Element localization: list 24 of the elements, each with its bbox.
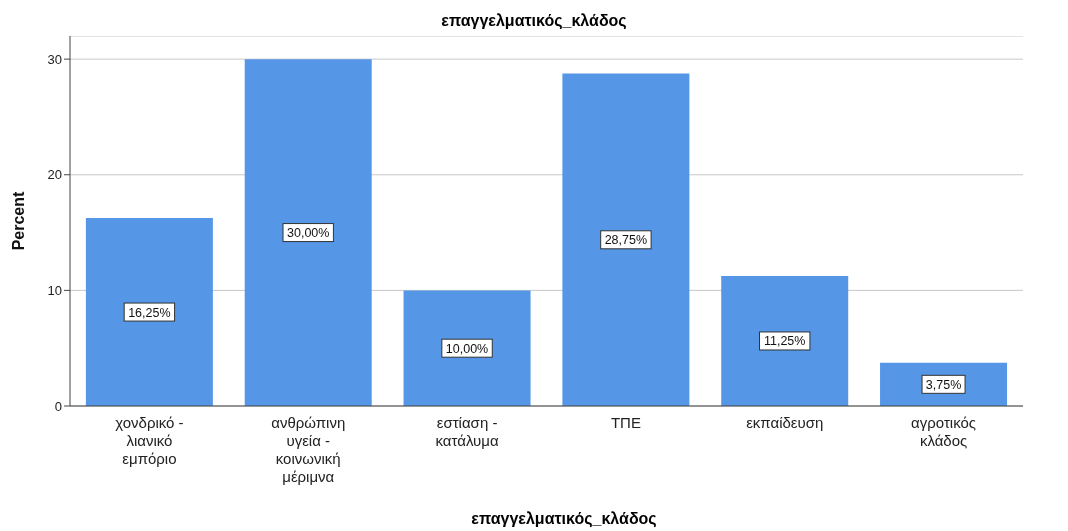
bar: [403, 290, 531, 406]
x-tick-label: εκπαίδευση: [746, 414, 824, 431]
x-axis-title: επαγγελματικός_κλάδος: [470, 509, 658, 529]
data-label: 3,75%: [925, 377, 962, 392]
data-label: 16,25%: [128, 305, 171, 320]
y-tick-label: 10: [47, 282, 62, 298]
data-label: 28,75%: [604, 233, 648, 248]
bar: [244, 59, 372, 406]
y-axis-title: Percent: [9, 190, 27, 251]
y-tick-label: 20: [47, 167, 62, 183]
data-label: 30,00%: [287, 226, 330, 241]
y-tick-label: 30: [47, 51, 62, 67]
bar: [721, 275, 849, 406]
chart-title: επαγγελματικός_κλάδος: [440, 11, 628, 31]
data-label: 11,25%: [763, 334, 806, 349]
x-tick-label: εστίαση - κατάλυμα: [435, 414, 499, 449]
y-tick-label: 0: [54, 398, 62, 414]
x-tick-label: χονδρικό - λιανικό εμπόριο: [115, 414, 184, 467]
bar: [85, 218, 213, 406]
x-tick-label: ανθρώπινη υγεία - κοινωνική μέριμνα: [271, 414, 346, 485]
x-tick-label: ΤΠΕ: [610, 414, 641, 431]
data-label: 10,00%: [445, 341, 489, 356]
x-tick-label: αγροτικός κλάδος: [911, 414, 977, 449]
bar: [562, 73, 690, 406]
